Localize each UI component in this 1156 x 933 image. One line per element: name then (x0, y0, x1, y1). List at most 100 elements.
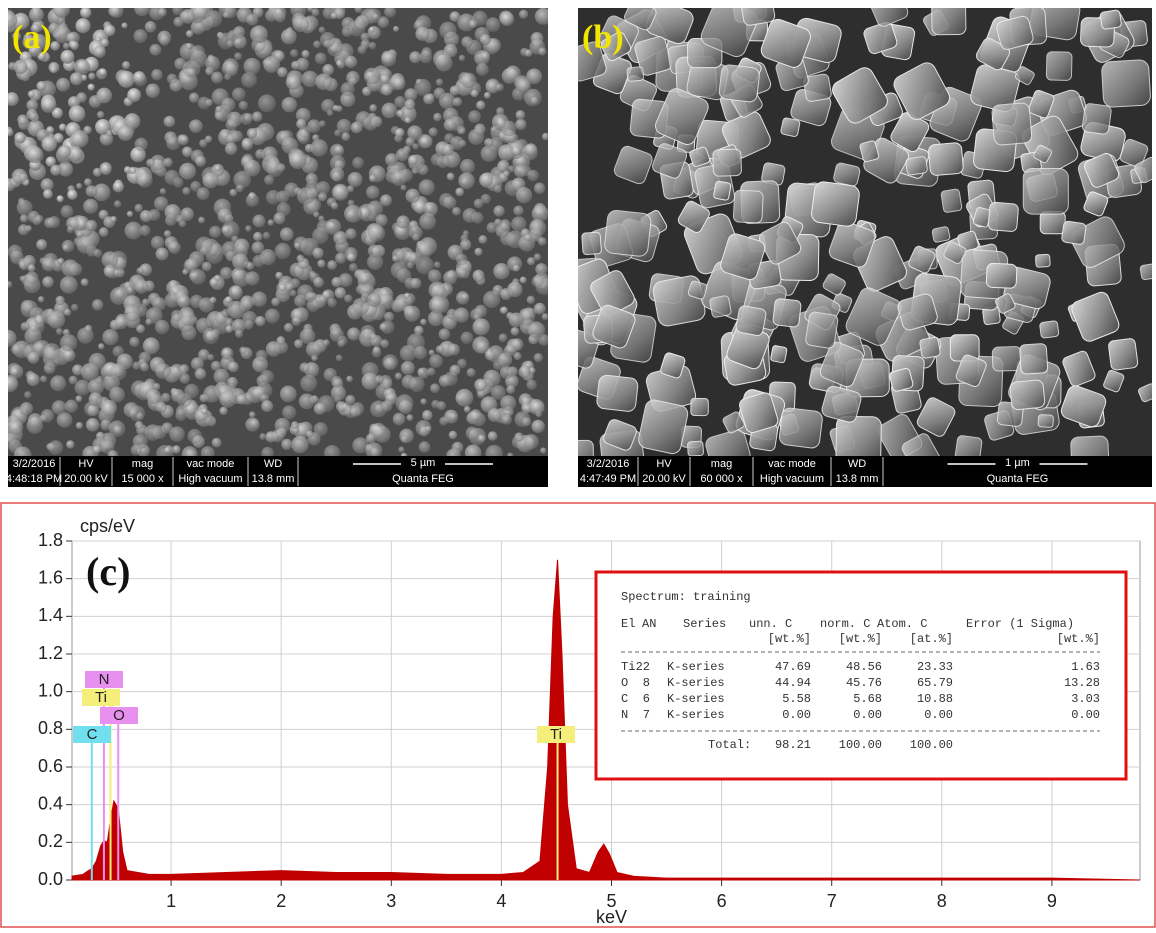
grain (247, 128, 257, 138)
grain (228, 362, 239, 373)
grain (9, 420, 23, 434)
grain (146, 389, 161, 404)
grain (488, 431, 498, 441)
grain (478, 435, 486, 443)
grain (277, 202, 291, 216)
x-tick-label: 7 (827, 891, 837, 911)
grain (160, 188, 166, 194)
grain (393, 26, 399, 32)
grain (98, 343, 104, 349)
grain (188, 429, 202, 443)
grain (527, 257, 535, 265)
grain (316, 181, 330, 195)
grain (84, 178, 92, 186)
grain (28, 352, 40, 364)
grain (357, 45, 366, 54)
grain (474, 124, 486, 136)
grain (718, 64, 760, 102)
grain (100, 38, 109, 47)
grain (57, 195, 64, 202)
grain (253, 215, 266, 228)
table-cell: K-series (667, 692, 725, 706)
grain (471, 90, 479, 98)
info-text: Quanta FEG (987, 473, 1049, 485)
grain (518, 79, 532, 93)
y-tick-label: 0.2 (38, 831, 63, 851)
grain (150, 44, 162, 56)
table-cell: K-series (667, 676, 725, 690)
table-cell: 48.56 (846, 660, 882, 674)
table-cell: Ti (621, 660, 635, 674)
grain (225, 143, 237, 155)
grain (280, 386, 297, 403)
grain (709, 295, 731, 318)
info-text: mag (132, 458, 153, 470)
grain (267, 161, 283, 177)
grain (177, 295, 190, 308)
grain (66, 440, 74, 448)
grain (151, 69, 162, 80)
grain (349, 263, 358, 272)
grain (21, 300, 39, 318)
info-text: 4:48:18 PM (6, 473, 62, 485)
grain (335, 287, 346, 298)
grain (182, 146, 193, 157)
grain (461, 73, 476, 88)
grain (96, 88, 112, 104)
grain (94, 249, 103, 258)
grain (398, 446, 404, 452)
grain (419, 213, 436, 230)
grain (434, 261, 441, 268)
grain (458, 172, 475, 189)
grain (474, 199, 483, 208)
grain (327, 260, 337, 270)
grain (369, 175, 376, 182)
grain (317, 259, 325, 267)
grain (1140, 263, 1156, 280)
grain (252, 111, 262, 121)
grain (422, 410, 432, 420)
grain (186, 30, 193, 37)
y-tick-label: 1.4 (38, 605, 63, 625)
y-axis-label: cps/eV (80, 516, 135, 536)
grain (1023, 168, 1068, 214)
grain (501, 307, 508, 314)
grain (259, 433, 266, 440)
table-header: Atom. C (877, 617, 927, 631)
grain (439, 328, 451, 340)
grain (535, 263, 547, 275)
grain (158, 31, 172, 45)
table-cell: C (621, 692, 628, 706)
grain (143, 337, 160, 354)
grain (1108, 338, 1138, 370)
grain (408, 155, 418, 165)
grain (60, 334, 77, 351)
grain (488, 408, 502, 422)
grain (306, 173, 318, 185)
grain (417, 368, 425, 376)
grain (514, 432, 523, 441)
grain (420, 319, 427, 326)
grain (43, 343, 60, 360)
grain (148, 209, 160, 221)
info-text: 4:47:49 PM (580, 473, 636, 485)
table-cell: 65.79 (917, 676, 953, 690)
grain (534, 303, 546, 315)
grain (366, 433, 376, 443)
grain (67, 226, 74, 233)
grain (582, 232, 602, 255)
grain (118, 125, 134, 141)
grain (331, 277, 341, 287)
grain (515, 411, 531, 427)
table-cell: 6 (643, 692, 650, 706)
grain (106, 130, 112, 136)
grain (344, 205, 362, 223)
table-total: 98.21 (775, 738, 811, 752)
grain (145, 319, 152, 326)
grain (480, 34, 491, 45)
grain (52, 400, 66, 414)
grain (158, 8, 167, 17)
grain (535, 8, 552, 25)
grain (1082, 103, 1112, 135)
y-tick-label: 0.8 (38, 718, 63, 738)
